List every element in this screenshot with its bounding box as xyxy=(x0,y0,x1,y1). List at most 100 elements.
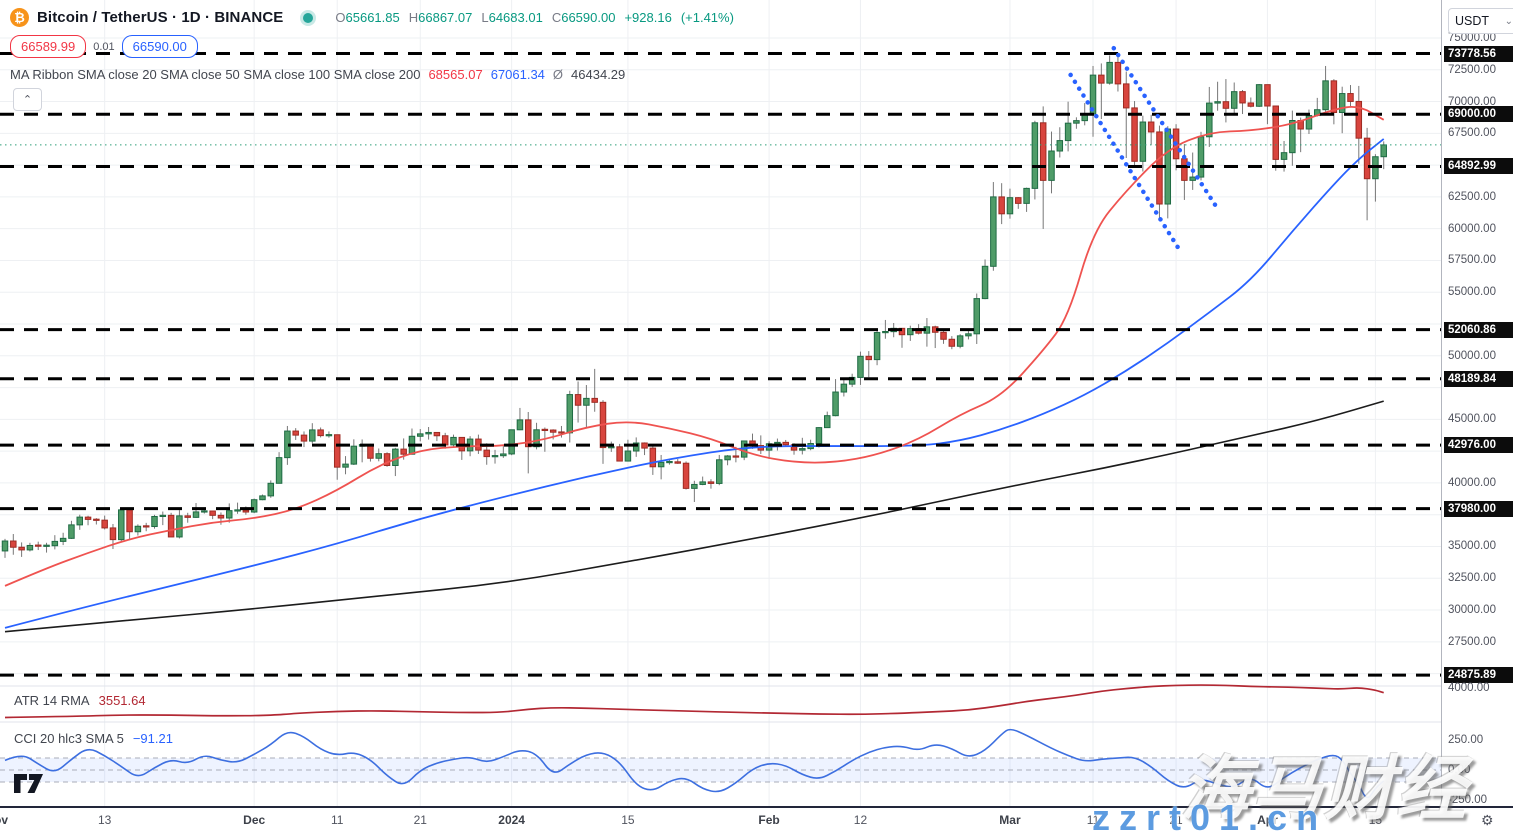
candle-up xyxy=(201,510,208,513)
candle-up xyxy=(1206,102,1213,138)
candle-down xyxy=(1122,83,1130,109)
ma-ribbon-legend[interactable]: MA Ribbon SMA close 20 SMA close 50 SMA … xyxy=(10,67,625,82)
candle-up xyxy=(76,516,83,526)
close-label: C xyxy=(551,10,562,25)
tradingview-logo-icon[interactable] xyxy=(13,771,45,794)
bitcoin-icon: ₿ xyxy=(10,8,29,27)
candle-down xyxy=(400,448,407,455)
price-level-tag: 48189.84 xyxy=(1444,370,1513,387)
candle-up xyxy=(815,427,823,445)
candle-down xyxy=(217,514,225,519)
candle-down xyxy=(433,431,441,437)
price-level-tag: 52060.86 xyxy=(1444,321,1513,338)
candle-down xyxy=(782,441,789,446)
price-tick-label: 50000.00 xyxy=(1448,349,1496,362)
price-level-tag: 24875.89 xyxy=(1444,667,1513,684)
candle-up xyxy=(1197,136,1205,178)
cci-tick-label: -250.00 xyxy=(1448,794,1488,806)
candle-up xyxy=(608,446,615,449)
candle-down xyxy=(292,430,299,436)
time-tick-label: Dec xyxy=(243,813,266,827)
candle-down xyxy=(1239,91,1246,104)
candle-up xyxy=(832,391,839,417)
candle-down xyxy=(674,461,681,464)
candle-down xyxy=(707,481,715,484)
price-level-tag: 73778.56 xyxy=(1444,45,1513,62)
price-chart-canvas[interactable] xyxy=(0,0,1441,806)
chevron-up-icon: ⌃ xyxy=(22,94,33,106)
price-tick-label: 45000.00 xyxy=(1448,413,1496,426)
candle-up xyxy=(392,448,399,467)
atr-label: ATR 14 RMA xyxy=(14,693,90,708)
candle-down xyxy=(184,515,191,518)
candle-up xyxy=(666,460,673,464)
trendline-drawing[interactable] xyxy=(1111,45,1221,213)
candle-up xyxy=(1380,144,1387,158)
candle-down xyxy=(641,442,648,449)
candle-up xyxy=(26,544,34,551)
candle-up xyxy=(774,441,781,445)
sell-button[interactable]: 66589.99 xyxy=(10,35,87,58)
candle-up xyxy=(1230,91,1238,109)
price-tick-label: 30000.00 xyxy=(1448,604,1496,617)
high-value: 66867.07 xyxy=(418,10,473,25)
candle-down xyxy=(940,331,947,340)
candle-down xyxy=(18,546,25,551)
symbol-title[interactable]: Bitcoin / TetherUS · 1D · BINANCE xyxy=(37,9,284,26)
sma20-line xyxy=(4,106,1385,587)
candle-up xyxy=(583,397,590,406)
candle-up xyxy=(192,511,200,518)
buy-button[interactable]: 66590.00 xyxy=(121,35,198,58)
candle-up xyxy=(873,332,881,361)
candle-up xyxy=(716,459,723,484)
candle-down xyxy=(242,509,250,513)
candle-up xyxy=(491,455,499,458)
sma20-value: 68565.07 xyxy=(428,67,483,82)
time-axis[interactable]: ⚙ Nov 13 Dec 11 21 2024 15 Feb 12 Mar 11 21 Apr 15 xyxy=(0,806,1513,834)
candle-down xyxy=(574,394,582,406)
candle-up xyxy=(533,429,540,448)
candle-up xyxy=(1,540,9,552)
candle-up xyxy=(1048,150,1055,181)
cci-label: CCI 20 hlc3 SMA 5 xyxy=(14,731,124,746)
candle-up xyxy=(1064,122,1072,142)
candle-up xyxy=(724,455,731,461)
trendline-drawing[interactable] xyxy=(1068,72,1180,250)
grid-lines xyxy=(0,0,1441,806)
atr-legend[interactable]: ATR 14 RMA 3551.64 xyxy=(14,693,146,708)
cci-legend[interactable]: CCI 20 hlc3 SMA 5 −91.21 xyxy=(14,731,173,746)
candle-up xyxy=(882,330,889,334)
sma200-value: 46434.29 xyxy=(571,67,626,82)
price-axis[interactable]: USDT ⌄ 75000.00 72500.00 70000.00 67500.00 6… xyxy=(1441,0,1513,806)
candle-down xyxy=(317,429,324,437)
candle-up xyxy=(1214,101,1221,104)
candle-down xyxy=(167,514,175,538)
market-status-dot[interactable] xyxy=(303,12,314,23)
candle-down xyxy=(1015,197,1022,204)
candle-down xyxy=(367,444,374,459)
collapse-button[interactable]: ⌃ xyxy=(13,88,42,111)
candle-down xyxy=(998,196,1005,215)
price-level-tag: 42976.00 xyxy=(1444,437,1513,454)
sma50-value: 67061.34 xyxy=(490,67,545,82)
candle-down xyxy=(1039,122,1047,181)
change-percent: (+1.41%) xyxy=(680,10,734,25)
candle-up xyxy=(699,481,706,485)
gear-icon[interactable]: ⚙ xyxy=(1481,812,1494,828)
candle-down xyxy=(649,447,657,468)
candle-up xyxy=(990,196,997,267)
time-tick-label: 11 xyxy=(1086,813,1100,827)
candle-down xyxy=(1247,102,1255,107)
candle-down xyxy=(524,419,532,448)
candle-up xyxy=(68,524,75,539)
candle-up xyxy=(267,482,275,497)
candle-down xyxy=(109,527,117,541)
open-label: O xyxy=(335,10,346,25)
candle-down xyxy=(616,446,623,462)
currency-selector-button[interactable]: USDT ⌄ xyxy=(1448,8,1513,34)
candle-down xyxy=(1147,121,1155,133)
candle-down xyxy=(1222,101,1230,109)
candle-up xyxy=(225,510,233,519)
price-tick-label: 72500.00 xyxy=(1448,63,1496,76)
candle-up xyxy=(566,394,574,434)
